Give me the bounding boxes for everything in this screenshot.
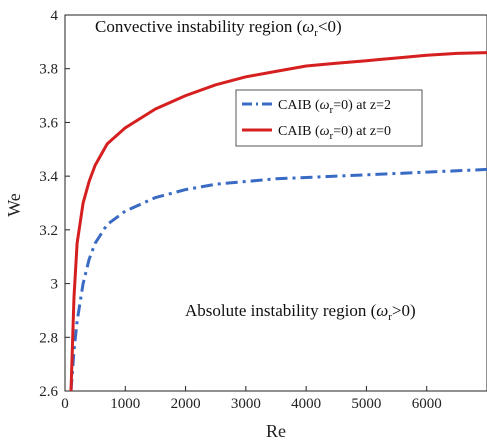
y-tick-label: 3.4 — [39, 169, 58, 185]
y-tick-label: 2.6 — [39, 384, 58, 400]
x-tick-label: 4000 — [291, 396, 321, 412]
annotation-convective: Convective instability region (ωr<0) — [95, 17, 342, 39]
x-tick-label: 2000 — [171, 396, 201, 412]
y-tick-label: 3 — [51, 277, 59, 293]
series-line-1 — [69, 51, 487, 392]
y-tick-label: 3.8 — [39, 62, 58, 78]
legend-label-z0: CAIB (ωr=0) at z=0 — [278, 124, 391, 142]
x-tick-label: 6000 — [412, 396, 442, 412]
x-tick-label: 1000 — [110, 396, 140, 412]
y-tick-label: 3.2 — [39, 223, 58, 239]
x-tick-label: 0 — [61, 396, 69, 412]
x-tick-label: 3000 — [231, 396, 261, 412]
plot-frame — [64, 14, 487, 392]
y-tick-label: 3.6 — [39, 115, 58, 131]
y-tick-label: 2.8 — [39, 330, 58, 346]
x-tick-label: 5000 — [351, 396, 381, 412]
annotation-absolute: Absolute instability region (ωr>0) — [185, 301, 416, 323]
legend: CAIB (ωr=0) at z=2 CAIB (ωr=0) at z=0 — [235, 89, 423, 147]
series-line-0 — [69, 167, 487, 392]
legend-label-z2: CAIB (ωr=0) at z=2 — [278, 98, 391, 116]
series-lines — [69, 51, 487, 392]
y-tick-label: 4 — [51, 8, 59, 24]
x-axis-title: Re — [266, 421, 286, 441]
y-axis-title: We — [4, 193, 24, 217]
ticks: 0 1000 2000 3000 4000 5000 6000 2.6 2.8 3 3.2 3.4 3.… — [39, 8, 441, 412]
legend-box — [235, 89, 423, 147]
